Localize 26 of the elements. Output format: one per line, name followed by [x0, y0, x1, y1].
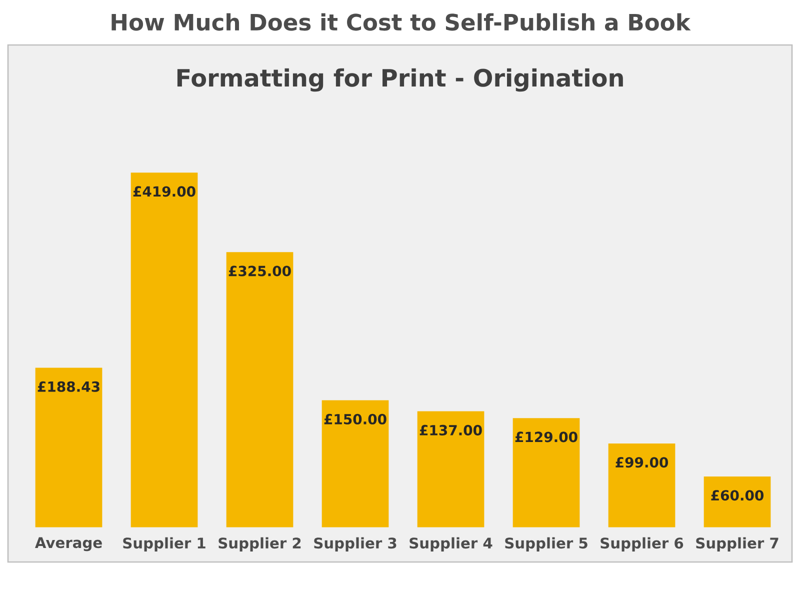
- bar: [130, 172, 198, 528]
- x-tick-label: Supplier 7: [696, 537, 778, 552]
- x-tick-label: Supplier 4: [410, 537, 492, 552]
- bar: [322, 400, 389, 528]
- x-tick-label: Supplier 6: [600, 537, 684, 552]
- data-label: £99.00: [616, 457, 668, 468]
- data-label: £137.00: [420, 424, 482, 436]
- data-label: £188.43: [38, 381, 100, 392]
- bar: [417, 411, 484, 528]
- x-tick-label: Supplier 2: [218, 537, 301, 552]
- x-tick-label: Supplier 5: [505, 537, 588, 552]
- bar: [704, 476, 771, 528]
- data-label: £150.00: [324, 414, 386, 424]
- bar: [608, 443, 676, 528]
- chart-title: How Much Does it Cost to Self-Publish a Book: [112, 13, 691, 31]
- data-label: £419.00: [133, 186, 196, 197]
- data-label: £129.00: [515, 432, 578, 442]
- x-tick-label: Supplier 3: [314, 537, 396, 552]
- bar: [512, 418, 580, 528]
- data-label: £325.00: [228, 266, 291, 276]
- x-tick-label: Supplier 1: [123, 537, 206, 552]
- bar: [35, 368, 102, 528]
- bar: [226, 252, 294, 528]
- data-label: £60.00: [711, 490, 764, 501]
- x-tick-label: Average: [34, 537, 102, 552]
- chart-subtitle: Formatting for Print - Origination: [177, 68, 623, 92]
